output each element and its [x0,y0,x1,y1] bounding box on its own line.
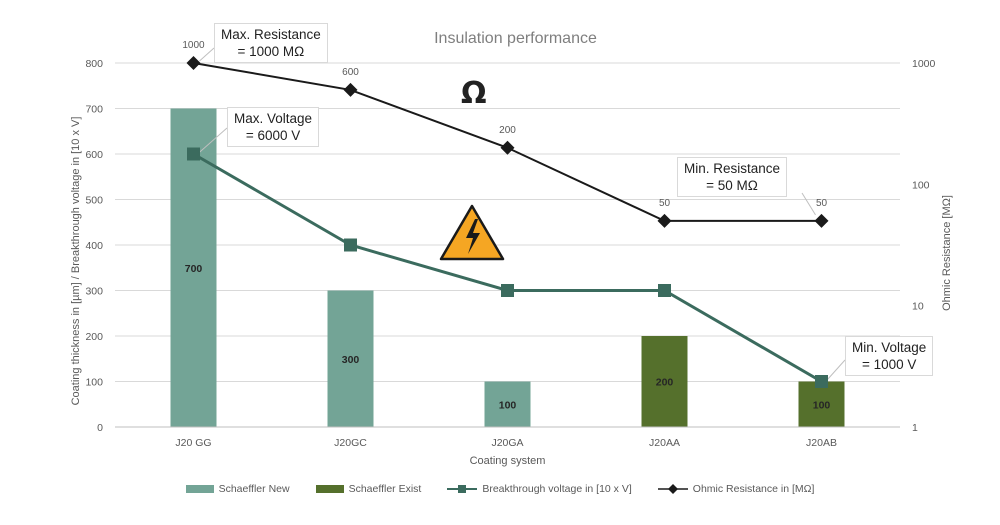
voltage-marker [658,284,671,297]
legend-item-ohmic-resistance: Ohmic Resistance in [MΩ] [657,483,815,495]
x-tick-label: J20AB [806,437,837,449]
annotation-line: Min. Voltage [852,340,927,355]
bar-value-label: 200 [656,377,674,389]
y2-axis-title: Ohmic Resistance [MΩ] [941,195,953,311]
bar-value-label: 300 [342,354,360,366]
annotation-leader-line [827,359,846,380]
annotation-line: Max. Resistance [221,27,321,42]
bar [327,290,374,427]
legend-swatch [185,485,214,493]
lightning-bolt-icon [466,219,480,254]
legend-label: Ohmic Resistance in [MΩ] [692,483,815,495]
voltage-marker [187,147,200,161]
resistance-data-label: 50 [816,198,828,209]
legend-item-schaeffler-exist: Schaeffler Exist [315,483,422,495]
resistance-marker [343,82,358,97]
annotation-min-voltage: Min. Voltage = 1000 V [845,336,934,376]
legend-label: Breakthrough voltage in [10 x V] [482,483,632,495]
resistance-data-label: 600 [342,67,359,78]
resistance-marker [500,140,515,155]
annotation-line: = 50 MΩ [706,178,758,193]
legend-label: Schaeffler New [218,483,290,495]
y-tick-label: 100 [85,377,103,389]
legend-diamond-marker-icon [657,484,688,494]
bar-value-label: 100 [813,399,831,411]
annotation-max-resistance: Max. Resistance = 1000 MΩ [214,23,328,63]
y-tick-label: 700 [85,104,103,116]
resistance-data-label: 1000 [182,40,205,51]
y2-tick-label: 100 [912,179,930,191]
annotation-line: Max. Voltage [234,111,313,126]
annotation-leader-line [199,47,215,62]
chart-legend: Schaeffler New Schaeffler Exist Breakthr… [0,483,1000,495]
y-tick-label: 800 [85,58,103,70]
annotation-leader-line [197,127,228,155]
y-axis-title: Coating thickness in [µm] / Breakthrough… [70,117,82,406]
annotation-max-voltage: Max. Voltage = 6000 V [227,107,320,147]
annotation-leader-line [801,192,816,216]
y2-tick-label: 10 [912,301,924,313]
y-tick-label: 300 [85,286,103,298]
x-tick-label: J20 GG [175,437,211,449]
legend-label: Schaeffler Exist [348,483,422,495]
y2-tick-label: 1 [912,422,918,434]
legend-item-breakthrough-voltage: Breakthrough voltage in [10 x V] [447,483,632,495]
voltage-marker [344,238,357,252]
voltage-marker [501,284,514,297]
y2-tick-label: 1000 [912,58,936,70]
annotation-min-resistance: Min. Resistance = 50 MΩ [677,157,788,197]
resistance-data-label: 50 [659,198,671,209]
x-tick-label: J20GA [491,437,523,449]
annotation-line: = 1000 V [861,357,917,372]
chart: Insulation performance 0 100 200 300 400 500 60… [70,30,953,467]
legend-swatch [315,485,344,493]
bar [641,336,688,427]
bar-value-label: 700 [185,263,203,275]
legend-item-schaeffler-new: Schaeffler New [185,483,290,495]
annotation-line: = 6000 V [245,128,301,143]
annotation-line: = 1000 MΩ [237,44,305,59]
resistance-marker [814,213,829,228]
voltage-marker [815,375,828,388]
x-axis-title: Coating system [470,455,546,467]
annotation-line: Min. Resistance [684,161,781,176]
resistance-data-label: 200 [499,125,516,136]
y-tick-label: 200 [85,331,103,343]
x-tick-label: J20AA [649,437,680,449]
bar [484,381,531,427]
legend-square-marker-icon [447,485,478,493]
omega-symbol: Ω [461,76,487,111]
resistance-marker [657,213,672,228]
x-tick-label: J20GC [334,437,367,449]
chart-title: Insulation performance [434,30,597,47]
y-tick-label: 0 [97,422,103,434]
y-tick-label: 400 [85,240,103,252]
resistance-marker [186,56,201,70]
y-tick-label: 600 [85,149,103,161]
bar-value-label: 100 [499,399,517,411]
bar [798,381,845,427]
y-tick-label: 500 [85,195,103,207]
